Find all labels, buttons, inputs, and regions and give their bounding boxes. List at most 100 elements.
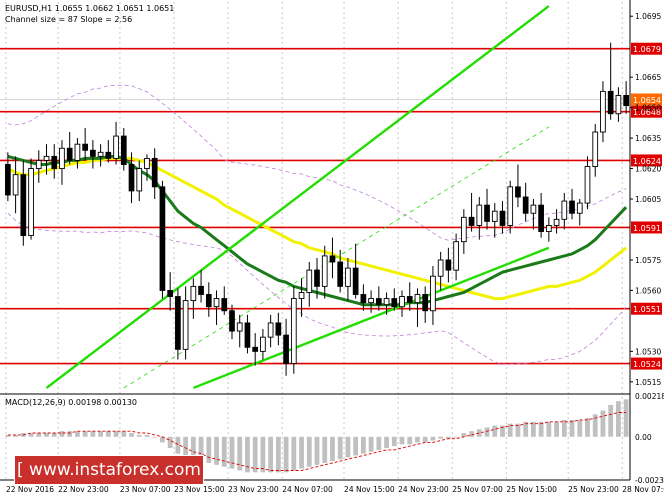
level-label: 1.0624	[633, 157, 661, 166]
candle-body	[260, 336, 266, 352]
candle-body	[383, 298, 390, 306]
macd-histogram-bar	[337, 436, 343, 460]
macd-histogram-bar	[75, 431, 80, 437]
time-tick-label: 23 Nov 15:00	[174, 485, 225, 494]
candle-body	[584, 166, 591, 204]
candle-body	[275, 322, 282, 336]
macd-histogram-bar	[59, 431, 65, 437]
candle-body	[167, 289, 174, 297]
macd-histogram-bar	[569, 419, 575, 437]
candle-body	[453, 241, 459, 271]
macd-histogram-bar	[90, 431, 96, 437]
candle-body	[43, 155, 50, 161]
macd-histogram-bar	[407, 436, 413, 445]
candle-body	[290, 298, 297, 365]
candle-body	[437, 259, 444, 277]
instaforex-watermark[interactable]: [ www.instaforex.com	[14, 455, 204, 485]
macd-histogram-bar	[129, 433, 134, 437]
macd-histogram-bar	[546, 421, 552, 437]
level-label-bg	[631, 105, 662, 118]
current-price-label-bg	[631, 93, 662, 106]
macd-histogram-bar	[438, 436, 444, 439]
macd-histogram-bar	[160, 436, 165, 443]
macd-histogram-bar	[561, 419, 567, 437]
candle-body	[491, 210, 498, 222]
candle-body	[445, 259, 452, 271]
macd-histogram-bar	[268, 436, 274, 473]
candle-body	[28, 168, 34, 237]
time-tick-label: 22 Nov 23:00	[58, 485, 109, 494]
channel-info-line: Channel size = 87 Slope = 2.56	[5, 15, 132, 24]
time-tick-label: 24 Nov 23:00	[398, 485, 449, 494]
time-tick-label: 25 Nov 15:00	[506, 485, 557, 494]
macd-histogram-bar	[577, 419, 583, 437]
macd-histogram-bar	[592, 414, 598, 437]
time-tick-label: 22 Nov 2016	[6, 485, 54, 494]
macd-histogram-bar	[245, 436, 250, 473]
candle-body	[399, 296, 405, 308]
macd-histogram-bar	[291, 436, 297, 471]
macd-histogram-bar	[167, 436, 173, 449]
level-label: 1.0679	[633, 45, 661, 54]
level-label-bg	[631, 302, 662, 315]
macd-histogram-bar	[430, 436, 436, 441]
time-tick-label: 24 Nov 07:00	[282, 485, 333, 494]
candle-body	[345, 267, 351, 287]
candle-body	[507, 186, 514, 226]
macd-histogram-bar	[237, 436, 243, 471]
macd-histogram-bar	[445, 436, 451, 439]
macd-signal-line	[7, 412, 627, 471]
macd-histogram-bar	[105, 431, 111, 437]
macd-histogram-bar	[585, 418, 590, 437]
macd-histogram-bar	[422, 436, 428, 443]
macd-histogram-bar	[353, 436, 359, 456]
candle-body	[20, 174, 27, 237]
candle-body	[35, 159, 42, 170]
macd-histogram-bar	[221, 436, 227, 467]
candle-body	[151, 157, 158, 188]
macd-histogram-bar	[616, 401, 621, 437]
macd-histogram-bar	[275, 436, 281, 473]
macd-histogram-bar	[283, 436, 289, 473]
macd-histogram-bar	[198, 436, 204, 462]
candle-body	[414, 294, 421, 304]
candle-body	[553, 218, 560, 226]
candle-body	[576, 202, 583, 214]
candle-body	[460, 216, 467, 243]
macd-histogram-bar	[484, 427, 490, 437]
candle-body	[221, 298, 228, 312]
candle-body	[229, 310, 235, 332]
candle-body	[12, 174, 19, 196]
price-tick-label: 1.0530	[635, 347, 661, 356]
macd-histogram-bar	[530, 421, 536, 437]
candle-body	[190, 285, 197, 302]
trend-channel-lower	[192, 246, 550, 390]
price-tick-label: 1.0605	[635, 195, 661, 204]
candle-body	[314, 269, 320, 287]
candle-body	[51, 155, 58, 170]
chart-symbol-line: EURUSD,H1 1.0655 1.0662 1.0651 1.0651	[5, 4, 174, 13]
candle-body	[252, 346, 259, 352]
candle-body	[352, 267, 359, 295]
candle-body	[283, 334, 289, 365]
macd-histogram-bar	[345, 436, 351, 458]
trend-channel-middle	[123, 126, 550, 389]
macd-histogram-bar	[554, 421, 559, 437]
level-label-bg	[631, 42, 662, 55]
time-tick-label: 25 Nov 23:00	[568, 485, 619, 494]
candle-body	[484, 204, 490, 222]
macd-histogram-bar	[183, 436, 189, 458]
macd-histogram-bar	[13, 434, 18, 437]
time-tick-label: 23 Nov 07:00	[120, 485, 171, 494]
candle-body	[368, 298, 374, 304]
macd-histogram-bar	[492, 425, 498, 437]
price-tick-label: 1.0635	[635, 134, 661, 143]
price-tick-label: 1.0650	[635, 104, 661, 113]
price-tick-label: 1.0620	[635, 165, 661, 174]
level-label-bg	[631, 154, 662, 167]
time-tick-label: 28 Nov 07:00	[622, 485, 664, 494]
candle-body	[198, 285, 204, 295]
candle-body	[406, 296, 413, 304]
time-tick-label: 25 Nov 07:00	[452, 485, 503, 494]
